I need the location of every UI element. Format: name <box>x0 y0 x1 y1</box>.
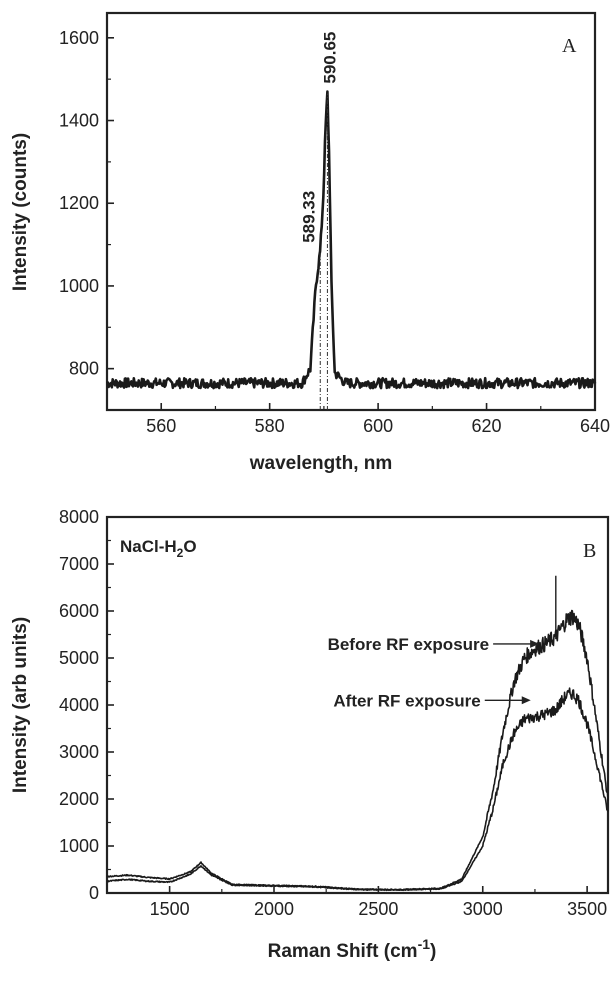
panel-b-x-tick-label: 2000 <box>254 899 294 919</box>
panel-a-letter: A <box>562 35 577 57</box>
panel-b-ticks: 1500 2000 2500 3000 3500 0 1000 2000 3000 4000 500… <box>59 507 607 919</box>
panel-b-y-tick-label: 4000 <box>59 695 99 715</box>
panel-b-y-tick-label: 6000 <box>59 601 99 621</box>
panel-a-series <box>106 90 597 390</box>
panel-a: 560 580 600 620 640 800 1000 1200 1400 1600 590.6… <box>10 11 610 474</box>
panel-a-x-tick-label: 560 <box>146 416 176 436</box>
panel-a-annotations: 590.65 589.33 <box>299 32 339 410</box>
panel-a-y-tick-label: 1200 <box>59 193 99 213</box>
panel-b-y-tick-label: 8000 <box>59 507 99 527</box>
panel-a-x-tick-label: 620 <box>472 416 502 436</box>
panel-b-series <box>106 609 609 892</box>
panel-b-x-tick-label: 1500 <box>150 899 190 919</box>
panel-b-x-tick-label: 2500 <box>358 899 398 919</box>
panel-b-inset-label: NaCl-H2O <box>120 537 197 560</box>
panel-b-x-tick-label: 3500 <box>567 899 607 919</box>
panel-b-x-tick-label: 3000 <box>463 899 503 919</box>
panel-a-y-axis-title: Intensity (counts) <box>10 133 31 291</box>
panel-b-letter: B <box>583 540 596 562</box>
panel-a-x-axis-title: wavelength, nm <box>249 453 393 474</box>
panel-a-x-tick-label: 600 <box>363 416 393 436</box>
panel-b: 1500 2000 2500 3000 3500 0 1000 2000 3000 4000 500… <box>10 507 610 962</box>
peak-label: 589.33 <box>299 191 318 243</box>
panel-b-annotations: Before RF exposure After RF exposure <box>328 575 557 710</box>
panel-b-y-tick-label: 2000 <box>59 789 99 809</box>
panel-b-y-tick-label: 1000 <box>59 836 99 856</box>
peak-label: 590.65 <box>320 32 339 84</box>
panel-b-y-tick-label: 3000 <box>59 742 99 762</box>
panel-b-y-tick-label: 0 <box>89 883 99 903</box>
panel-b-y-axis-title: Intensity (arb units) <box>10 617 31 793</box>
panel-a-y-tick-label: 800 <box>69 359 99 379</box>
panel-a-series-line-1 <box>106 90 597 390</box>
series-callout-label: Before RF exposure <box>328 635 490 654</box>
panel-a-y-tick-label: 1600 <box>59 28 99 48</box>
callout-arrow-head <box>530 639 540 648</box>
panel-a-y-tick-label: 1000 <box>59 276 99 296</box>
panel-a-frame <box>105 11 597 412</box>
series-callout-label: After RF exposure <box>333 691 480 710</box>
panel-a-x-tick-label: 640 <box>580 416 610 436</box>
panel-a-y-tick-label: 1400 <box>59 111 99 131</box>
panel-a-x-tick-label: 580 <box>255 416 285 436</box>
panel-b-y-tick-label: 5000 <box>59 648 99 668</box>
panel-b-series-line-2 <box>106 687 609 892</box>
panel-b-y-tick-label: 7000 <box>59 554 99 574</box>
panel-b-x-axis-title: Raman Shift (cm-1) <box>268 936 437 962</box>
panel-a-ticks: 560 580 600 620 640 800 1000 1200 1400 1600 <box>59 28 610 436</box>
callout-arrow-head <box>521 696 531 705</box>
